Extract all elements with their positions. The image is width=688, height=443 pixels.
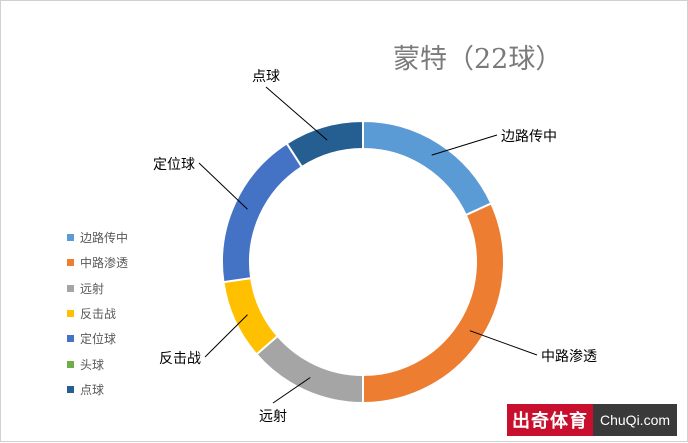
watermark-logo: 出奇体育 ChuQi.com (507, 404, 683, 436)
donut-slice-0 (362, 119, 493, 217)
legend-label: 中路渗透 (80, 256, 129, 271)
data-label-1: 中路渗透 (541, 349, 597, 365)
watermark-domain: ChuQi.com (593, 404, 678, 436)
legend-swatch (67, 360, 74, 368)
chart-title: 蒙特（22球） (393, 44, 563, 75)
legend-item: 头球 (67, 351, 128, 376)
legend-label: 头球 (80, 357, 105, 372)
data-label-6: 点球 (252, 69, 280, 85)
legend-label: 边路传中 (80, 231, 129, 246)
leader-line-1 (469, 330, 538, 356)
leader-line-2 (272, 377, 311, 404)
legend-label: 反击战 (80, 307, 117, 322)
data-label-0: 边路传中 (501, 129, 557, 145)
legend-item: 边路传中 (67, 225, 128, 250)
legend-swatch (67, 234, 74, 242)
chart-legend: 边路传中中路渗透远射反击战定位球头球点球 (67, 225, 128, 402)
legend-swatch (67, 385, 74, 393)
legend-label: 点球 (80, 382, 105, 397)
legend-label: 定位球 (80, 332, 117, 347)
leader-line-0 (431, 134, 498, 156)
legend-swatch (67, 310, 74, 318)
watermark-brand: 出奇体育 (507, 404, 593, 436)
leader-line-3 (204, 314, 248, 358)
donut-slice-2 (255, 334, 364, 405)
donut-slice-3 (222, 276, 280, 356)
legend-item: 定位球 (67, 326, 128, 351)
legend-swatch (67, 284, 74, 292)
donut-slice-4 (221, 142, 304, 284)
legend-item: 反击战 (67, 301, 128, 326)
legend-item: 远射 (67, 276, 128, 301)
legend-swatch (67, 259, 74, 267)
legend-swatch (67, 335, 74, 343)
legend-label: 远射 (80, 281, 105, 296)
data-label-4: 定位球 (153, 157, 195, 173)
donut-slice-1 (362, 202, 505, 405)
data-label-3: 反击战 (159, 351, 201, 367)
data-label-2: 远射 (259, 409, 287, 425)
leader-line-4 (198, 162, 248, 210)
leader-line-6 (265, 86, 328, 141)
donut-slice-6 (285, 119, 364, 169)
legend-item: 中路渗透 (67, 250, 128, 275)
legend-item: 点球 (67, 377, 128, 402)
